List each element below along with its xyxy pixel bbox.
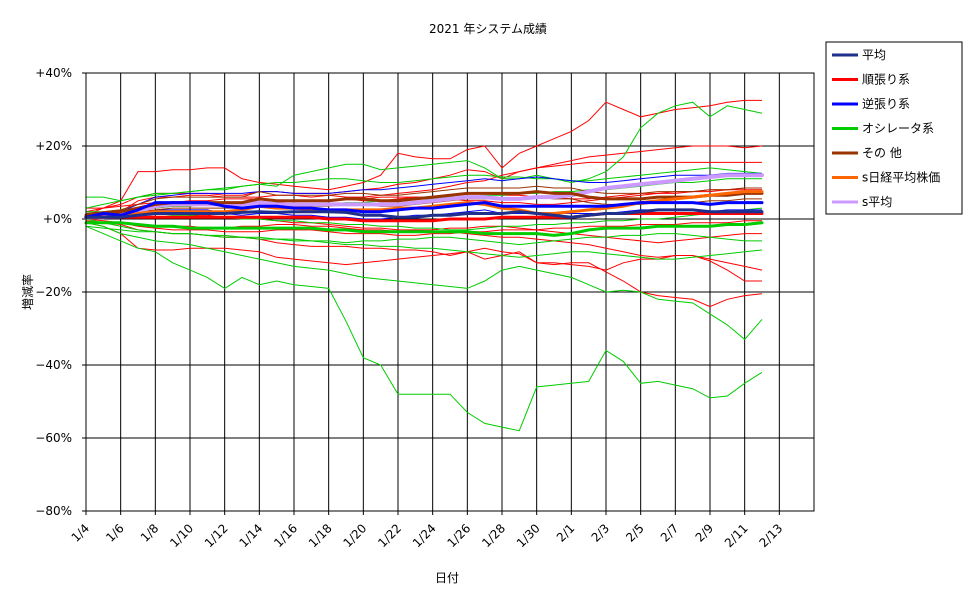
legend-label: その 他 xyxy=(862,146,902,160)
legend-label: s平均 xyxy=(862,195,892,209)
y-tick-label: +40% xyxy=(35,66,72,80)
plot-border xyxy=(85,72,815,512)
x-tick-label: 1/24 xyxy=(410,521,439,550)
x-tick-label: 2/5 xyxy=(623,521,647,545)
x-tick-label: 1/8 xyxy=(138,521,162,545)
x-tick-label: 1/22 xyxy=(375,521,404,550)
x-axis-ticks: 1/4 1/6 1/8 1/10 1/12 1/14 1/16 1/18 1/20 1/22 1/2… xyxy=(69,511,785,550)
x-tick-label: 1/18 xyxy=(306,521,335,550)
component-line-trend xyxy=(85,161,762,220)
legend-label: オシレータ系 xyxy=(862,122,934,136)
x-tick-label: 2/11 xyxy=(722,521,751,550)
x-tick-label: 2/9 xyxy=(693,521,717,545)
y-tick-label: −60% xyxy=(35,431,72,445)
x-tick-label: 1/20 xyxy=(340,521,369,550)
series-line-oscillator xyxy=(84,221,764,237)
x-tick-label: 1/10 xyxy=(167,521,196,550)
x-tick-label: 2/1 xyxy=(554,521,578,545)
y-tick-label: −80% xyxy=(35,504,72,518)
series-line-savg xyxy=(84,173,764,220)
x-tick-label: 2/7 xyxy=(658,521,682,545)
legend-label: 順張り系 xyxy=(862,73,910,87)
y-tick-label: −40% xyxy=(35,358,72,372)
component-line-oscillator xyxy=(85,225,763,432)
legend-label: 逆張り系 xyxy=(862,96,910,111)
x-tick-label: 1/26 xyxy=(444,521,473,550)
x-axis-label: 日付 xyxy=(435,571,459,585)
component-line-contrarian xyxy=(85,172,762,220)
x-tick-label: 1/4 xyxy=(69,521,93,545)
legend-label: s日経平均株価 xyxy=(862,170,940,185)
grid-lines xyxy=(85,72,815,512)
component-line-oscillator xyxy=(85,167,763,209)
component-line-oscillator xyxy=(85,222,763,341)
legend-label: 平均 xyxy=(862,48,886,62)
x-tick-label: 1/12 xyxy=(202,521,231,550)
x-tick-label: 1/14 xyxy=(236,521,265,550)
series-line-contrarian xyxy=(84,201,764,219)
chart-title: 2021 年システム成績 xyxy=(429,22,547,36)
component-line-trend xyxy=(85,99,762,216)
component-line-trend xyxy=(85,218,762,236)
x-tick-label: 1/28 xyxy=(479,521,508,550)
series-line-avg xyxy=(84,208,764,219)
main-series xyxy=(84,173,764,237)
x-tick-label: 1/16 xyxy=(271,521,300,550)
series-line-trend xyxy=(84,212,764,223)
y-tick-label: −20% xyxy=(35,285,72,299)
y-axis-ticks: +40% +20% +0% −20% −40% −60% −80% xyxy=(35,66,86,518)
y-axis-label: 増減率 xyxy=(20,274,35,310)
y-tick-label: +20% xyxy=(35,139,72,153)
x-tick-label: 1/30 xyxy=(514,521,543,550)
x-tick-label: 2/13 xyxy=(756,521,785,550)
x-tick-label: 2/3 xyxy=(589,521,613,545)
component-line-trend xyxy=(85,222,763,308)
y-tick-label: +0% xyxy=(43,212,72,226)
component-line-oscillator xyxy=(85,225,762,246)
component-line-other xyxy=(85,185,762,214)
x-tick-label: 1/6 xyxy=(103,521,127,545)
